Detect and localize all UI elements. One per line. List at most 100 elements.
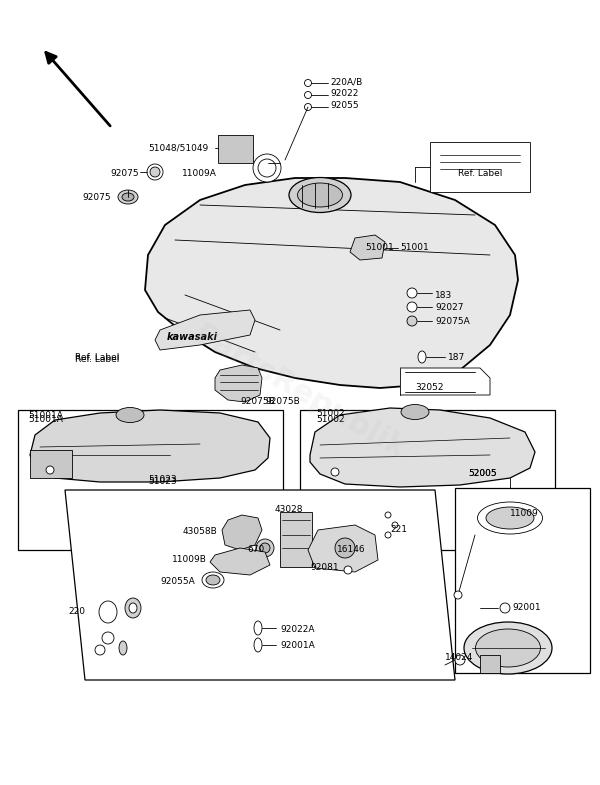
Text: 51001: 51001 bbox=[365, 243, 394, 253]
Bar bbox=[455, 488, 590, 673]
Ellipse shape bbox=[476, 629, 541, 667]
Ellipse shape bbox=[464, 622, 552, 674]
Ellipse shape bbox=[289, 177, 351, 213]
Ellipse shape bbox=[95, 645, 105, 655]
Ellipse shape bbox=[305, 92, 311, 98]
Text: 92022A: 92022A bbox=[280, 626, 314, 634]
Text: 16146: 16146 bbox=[337, 546, 365, 554]
Bar bbox=[300, 410, 555, 550]
Ellipse shape bbox=[500, 603, 510, 613]
Ellipse shape bbox=[418, 351, 426, 363]
Text: 92075B: 92075B bbox=[265, 397, 300, 407]
Text: 43058B: 43058B bbox=[183, 528, 218, 536]
Text: 51002: 51002 bbox=[316, 415, 344, 425]
Text: 43028: 43028 bbox=[275, 506, 304, 514]
Text: 51048/51049: 51048/51049 bbox=[148, 144, 208, 152]
Ellipse shape bbox=[407, 302, 417, 312]
Polygon shape bbox=[308, 525, 378, 572]
Text: 92027: 92027 bbox=[435, 304, 464, 312]
Text: 51023: 51023 bbox=[148, 476, 176, 484]
Text: 92075B: 92075B bbox=[240, 397, 275, 407]
Polygon shape bbox=[350, 235, 385, 260]
Text: 187: 187 bbox=[448, 353, 465, 363]
Text: 221: 221 bbox=[390, 525, 407, 535]
Text: 11009A: 11009A bbox=[182, 169, 217, 177]
Ellipse shape bbox=[258, 159, 276, 177]
Ellipse shape bbox=[118, 190, 138, 204]
Bar bbox=[218, 135, 253, 163]
Ellipse shape bbox=[407, 288, 417, 298]
Text: 14024: 14024 bbox=[445, 653, 473, 663]
Text: 52005: 52005 bbox=[468, 469, 497, 477]
Ellipse shape bbox=[116, 407, 144, 422]
Text: PartsRepublik: PartsRepublik bbox=[189, 319, 411, 466]
Text: Ref. Label: Ref. Label bbox=[75, 356, 119, 364]
Text: kawasaki: kawasaki bbox=[167, 332, 218, 342]
Text: 51002: 51002 bbox=[316, 410, 344, 418]
Text: 220: 220 bbox=[68, 608, 85, 616]
Polygon shape bbox=[145, 178, 518, 388]
Ellipse shape bbox=[298, 183, 343, 207]
Text: 92075: 92075 bbox=[110, 169, 139, 177]
Ellipse shape bbox=[125, 598, 141, 618]
Text: Ref. Label: Ref. Label bbox=[75, 353, 119, 363]
Ellipse shape bbox=[129, 603, 137, 613]
Text: 51023: 51023 bbox=[148, 477, 176, 487]
Bar bbox=[18, 410, 283, 550]
Ellipse shape bbox=[256, 539, 274, 557]
Ellipse shape bbox=[385, 532, 391, 538]
Text: 92075: 92075 bbox=[82, 193, 110, 203]
Polygon shape bbox=[65, 490, 455, 680]
Ellipse shape bbox=[46, 466, 54, 474]
Ellipse shape bbox=[392, 522, 398, 528]
Ellipse shape bbox=[202, 572, 224, 588]
Ellipse shape bbox=[454, 591, 462, 599]
Ellipse shape bbox=[260, 543, 270, 553]
Polygon shape bbox=[310, 408, 535, 487]
Text: 92055A: 92055A bbox=[160, 578, 195, 586]
Text: 51001A: 51001A bbox=[28, 415, 63, 425]
Text: 11009B: 11009B bbox=[172, 556, 207, 564]
Ellipse shape bbox=[102, 632, 114, 644]
Ellipse shape bbox=[254, 638, 262, 652]
Ellipse shape bbox=[147, 164, 163, 180]
Text: 92081: 92081 bbox=[310, 564, 338, 572]
Text: 11009: 11009 bbox=[510, 509, 539, 517]
Text: 92055: 92055 bbox=[330, 101, 359, 111]
Polygon shape bbox=[215, 365, 262, 402]
Ellipse shape bbox=[401, 404, 429, 419]
Text: 220A/B: 220A/B bbox=[330, 78, 362, 86]
Ellipse shape bbox=[331, 468, 339, 476]
Ellipse shape bbox=[385, 512, 391, 518]
Ellipse shape bbox=[486, 507, 534, 529]
Bar bbox=[30, 450, 72, 478]
Ellipse shape bbox=[478, 502, 542, 534]
Text: 670: 670 bbox=[247, 546, 264, 554]
Ellipse shape bbox=[206, 575, 220, 585]
Ellipse shape bbox=[253, 154, 281, 182]
Bar bbox=[280, 512, 312, 567]
Ellipse shape bbox=[254, 621, 262, 635]
Ellipse shape bbox=[122, 193, 134, 201]
Text: 51001A: 51001A bbox=[28, 411, 63, 419]
Text: 52005: 52005 bbox=[468, 469, 497, 477]
Ellipse shape bbox=[407, 316, 417, 326]
Text: 92001: 92001 bbox=[512, 604, 541, 612]
Polygon shape bbox=[30, 410, 270, 482]
Text: 92075A: 92075A bbox=[435, 316, 470, 326]
Ellipse shape bbox=[119, 641, 127, 655]
Ellipse shape bbox=[99, 601, 117, 623]
Polygon shape bbox=[210, 548, 270, 575]
Bar bbox=[480, 655, 500, 673]
Polygon shape bbox=[222, 515, 262, 550]
Ellipse shape bbox=[150, 167, 160, 177]
Text: 51001: 51001 bbox=[400, 243, 429, 253]
Ellipse shape bbox=[305, 104, 311, 111]
Text: 183: 183 bbox=[435, 290, 452, 300]
Ellipse shape bbox=[305, 79, 311, 86]
Text: 92001A: 92001A bbox=[280, 641, 315, 649]
Text: 32052: 32052 bbox=[415, 384, 443, 392]
Ellipse shape bbox=[344, 566, 352, 574]
Text: 92022: 92022 bbox=[330, 89, 358, 98]
Ellipse shape bbox=[455, 655, 465, 665]
